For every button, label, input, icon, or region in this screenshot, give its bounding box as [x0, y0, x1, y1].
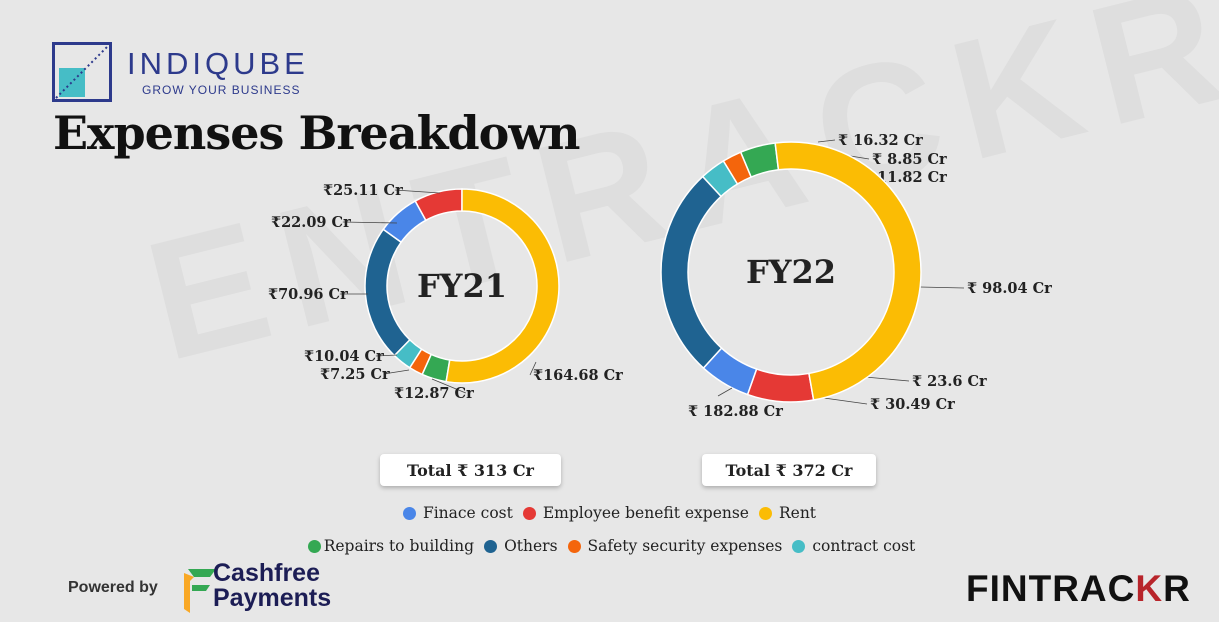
- legend-item-safety: Safety security expenses: [567, 537, 783, 555]
- legend-row-2: Repairs to building Others Safety securi…: [0, 537, 1219, 555]
- donut-slice-safety: [722, 151, 753, 186]
- donut-slice-rent: [774, 141, 922, 401]
- leader-line: [717, 387, 733, 397]
- fintrackr-main: FINTRAC: [966, 568, 1136, 609]
- legend-label: Others: [504, 537, 558, 555]
- cashfree-logo-icon: [184, 569, 216, 613]
- legend-item-employee-benefit: Employee benefit expense: [522, 504, 749, 522]
- donut-slice-finance-cost: [382, 200, 427, 244]
- donut-center-label: FY21: [417, 267, 507, 305]
- data-label: ₹ 8.85 Cr: [872, 151, 947, 168]
- legend-swatch: [402, 506, 416, 520]
- fintrackr-accent: K: [1135, 568, 1164, 609]
- brand-name: INDIQUBE: [127, 46, 309, 81]
- leader-line: [919, 286, 965, 289]
- cashfree-line-2: Payments: [213, 584, 332, 612]
- data-label: ₹12.87 Cr: [394, 385, 474, 402]
- data-label: ₹22.09 Cr: [271, 214, 351, 231]
- data-label: ₹ 182.88 Cr: [688, 403, 783, 420]
- legend-item-others: Others: [484, 537, 558, 555]
- donut-slice-finance-cost: [702, 347, 758, 396]
- cashfree-wordmark: Cashfree Payments: [213, 561, 331, 611]
- data-label: ₹ 23.6 Cr: [912, 373, 987, 390]
- legend-label: Finace cost: [422, 504, 513, 522]
- donut-center-label: FY22: [746, 253, 836, 291]
- fintrackr-logo: FINTRACKR: [966, 568, 1191, 610]
- donut-slice-contract: [393, 338, 423, 369]
- fy22-total-badge: Total ₹ 372 Cr: [702, 454, 876, 486]
- data-label: ₹7.25 Cr: [320, 366, 390, 383]
- legend-item-repairs: Repairs to building: [307, 537, 475, 555]
- leader-line: [431, 378, 466, 394]
- legend-label: Rent: [778, 504, 817, 522]
- powered-by-label: Powered by: [68, 579, 158, 596]
- fintrackr-end: R: [1163, 568, 1191, 609]
- legend-swatch: [307, 539, 321, 553]
- page-title: Expenses Breakdown: [53, 106, 580, 160]
- donut-slice-safety: [408, 348, 433, 376]
- legend-item-finance-cost: Finace cost: [402, 504, 513, 522]
- data-label: ₹ 30.49 Cr: [870, 396, 955, 413]
- legend-label: Repairs to building: [323, 537, 475, 555]
- data-label: ₹ 16.32 Cr: [838, 132, 923, 149]
- indiqube-logo-icon: [52, 42, 112, 102]
- leader-line: [864, 376, 910, 382]
- legend-swatch: [484, 539, 498, 553]
- cashfree-line-1: Cashfree: [213, 559, 320, 587]
- donut-slice-contract: [701, 159, 739, 198]
- leader-line: [375, 354, 398, 357]
- legend-item-rent: Rent: [758, 504, 817, 522]
- donut-slice-employee-benefit: [746, 368, 815, 403]
- legend-label: Safety security expenses: [587, 537, 783, 555]
- data-label: ₹25.11 Cr: [323, 182, 403, 199]
- donut-slice-repairs: [421, 353, 451, 383]
- brand-tagline: GROW YOUR BUSINESS: [142, 83, 301, 97]
- leader-line: [529, 361, 537, 376]
- legend-row-1: Finace cost Employee benefit expense Ren…: [0, 504, 1219, 522]
- data-label: ₹164.68 Cr: [533, 367, 623, 384]
- data-label: ₹10.04 Cr: [304, 348, 384, 365]
- leader-line: [342, 221, 398, 224]
- legend-swatch: [522, 506, 536, 520]
- donut-slice-rent: [445, 188, 560, 384]
- legend-label: contract cost: [812, 537, 916, 555]
- leader-line: [383, 369, 410, 375]
- leader-line: [394, 189, 441, 194]
- data-label: ₹70.96 Cr: [268, 286, 348, 303]
- leader-line: [823, 397, 868, 405]
- legend-item-contract: contract cost: [792, 537, 915, 555]
- data-label: ₹ 98.04 Cr: [967, 280, 1052, 297]
- legend-swatch: [792, 539, 806, 553]
- legend-label: Employee benefit expense: [542, 504, 749, 522]
- fy21-total-badge: Total ₹ 313 Cr: [380, 454, 561, 486]
- legend-swatch: [758, 506, 772, 520]
- donut-slice-others: [364, 228, 411, 357]
- leader-line: [817, 139, 836, 143]
- donut-slice-others: [660, 175, 723, 370]
- legend-swatch: [567, 539, 581, 553]
